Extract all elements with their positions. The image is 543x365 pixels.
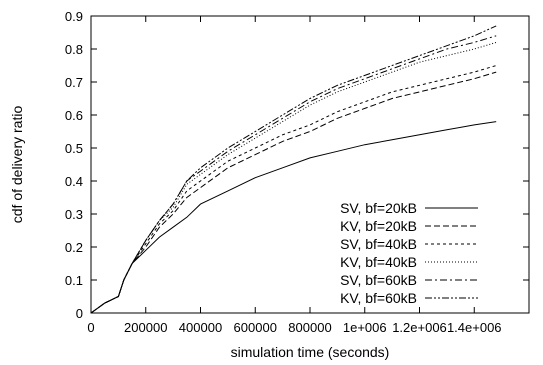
x-tick-label: 1.2e+006	[392, 320, 447, 335]
x-tick-label: 400000	[179, 320, 222, 335]
series-line-6	[90, 25, 497, 314]
legend-label: KV, bf=20kB	[340, 218, 417, 234]
x-tick-label: 1.4e+006	[447, 320, 502, 335]
x-tick-label: 1e+006	[343, 320, 387, 335]
y-tick-label: 0.6	[65, 108, 83, 123]
legend-label: SV, bf=40kB	[340, 236, 417, 252]
x-tick-label: 200000	[124, 320, 167, 335]
y-tick-label: 0.9	[65, 9, 83, 24]
legend-label: SV, bf=60kB	[340, 272, 417, 288]
y-tick-label: 0.4	[65, 174, 83, 189]
y-tick-label: 0.5	[65, 141, 83, 156]
y-tick-label: 0.3	[65, 207, 83, 222]
x-axis-label: simulation time (seconds)	[231, 344, 390, 360]
y-tick-label: 0.7	[65, 75, 83, 90]
legend: SV, bf=20kB KV, bf=20kB SV, bf=40kB KV, bf=…	[340, 200, 478, 306]
x-tick-label: 0	[87, 320, 94, 335]
series-lines	[90, 25, 497, 314]
y-tick-label: 0.8	[65, 42, 83, 57]
y-axis-label: cdf of delivery ratio	[9, 106, 25, 224]
x-tick-label: 600000	[234, 320, 277, 335]
y-tick-label: 0.1	[65, 273, 83, 288]
y-tick-label: 0	[76, 306, 83, 321]
legend-label: KV, bf=40kB	[340, 254, 417, 270]
legend-label: KV, bf=60kB	[340, 290, 417, 306]
x-axis-ticks: 0 200000 400000 600000 800000 1e+006 1.2e+006 1…	[87, 16, 502, 335]
x-tick-label: 800000	[288, 320, 331, 335]
y-tick-label: 0.2	[65, 240, 83, 255]
y-axis-ticks: 0 0.1 0.2 0.3 0.4 0.5 0.6 0.7 0.8 0.9	[65, 9, 529, 321]
legend-label: SV, bf=20kB	[340, 200, 417, 216]
